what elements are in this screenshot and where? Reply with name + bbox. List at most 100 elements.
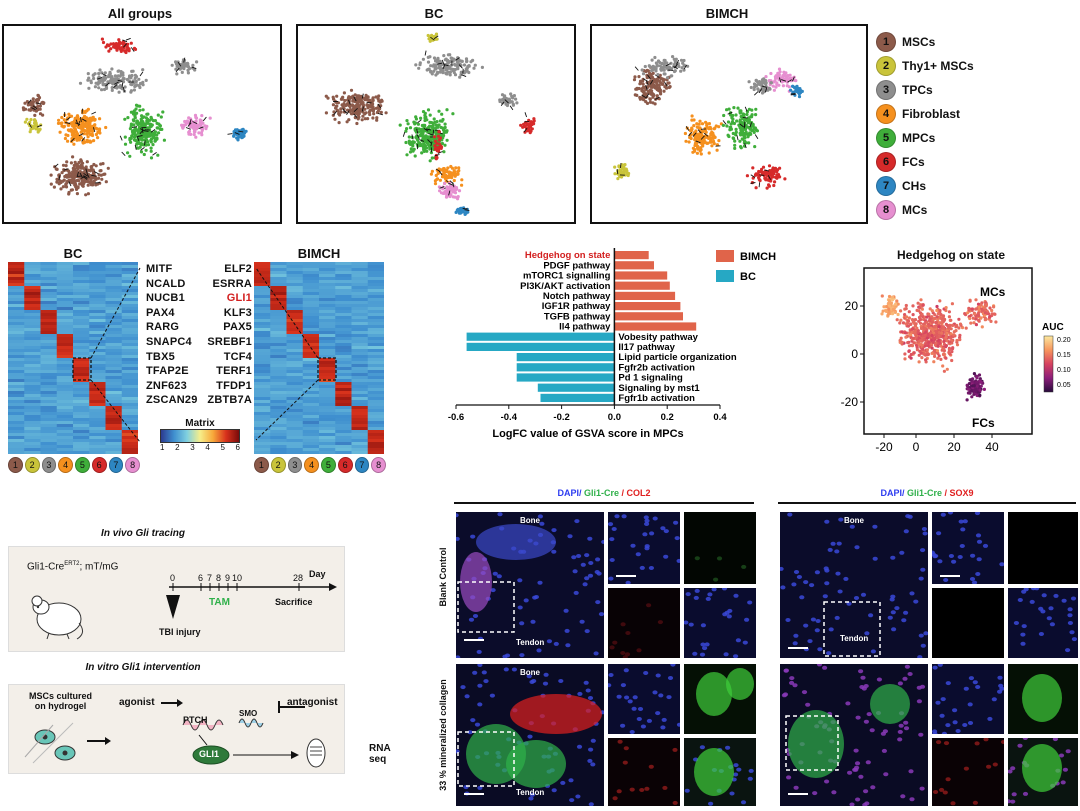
heatmap-cell — [105, 406, 123, 410]
auc-point — [885, 305, 889, 309]
legend-dot: 6 — [876, 152, 896, 172]
heatmap-cell — [286, 325, 304, 329]
cell-point — [74, 172, 78, 176]
cell-point — [730, 116, 734, 120]
timeline — [166, 583, 337, 619]
auc-point — [942, 327, 946, 331]
heatmap-cell — [286, 274, 304, 278]
heatmap-cell — [105, 295, 123, 299]
cell-point — [616, 172, 620, 176]
velocity-arrow — [645, 93, 650, 99]
velocity-arrow — [80, 176, 86, 179]
matrix-colorbar: Matrix 1 2 3 4 5 6 — [160, 418, 240, 452]
heatmap-cell — [24, 418, 41, 422]
cell-point — [656, 59, 661, 63]
heatmap-cell — [40, 319, 58, 323]
cell-point — [193, 68, 197, 72]
velocity-arrow — [150, 129, 156, 133]
auc-point — [970, 395, 974, 399]
gsva-bar — [614, 261, 654, 270]
legend-item-mscs: 1 MSCs — [876, 30, 1076, 54]
cell-culture-icon — [24, 722, 111, 764]
dapi-label: DAPI/ — [557, 488, 582, 498]
heatmap-cell — [73, 448, 90, 452]
velocity-arrow — [695, 140, 701, 144]
cell-point — [626, 173, 630, 178]
heatmap-cell — [286, 361, 304, 365]
cell-point — [23, 101, 27, 105]
cell-point — [84, 193, 88, 197]
auc-point — [994, 320, 998, 324]
velocity-arrow — [758, 88, 763, 94]
cell-point — [38, 112, 43, 116]
smo-label: SMO — [239, 709, 258, 718]
auc-point — [977, 373, 982, 377]
cell-point — [781, 75, 785, 79]
cell-point — [448, 73, 452, 77]
heatmap-cell — [24, 385, 41, 389]
auc-point — [906, 321, 910, 325]
heatmap-cell — [319, 280, 336, 284]
heatmap-cell — [73, 367, 90, 371]
heatmap-cell — [24, 289, 41, 293]
heatmap-cell — [40, 280, 58, 284]
cell-point — [72, 168, 76, 172]
heatmap-cell — [286, 397, 304, 401]
auc-point — [904, 307, 908, 311]
cell-point — [695, 151, 699, 155]
auc-point — [914, 335, 918, 339]
gsva-legend-label: BC — [740, 271, 756, 283]
heatmap-cell — [8, 322, 25, 326]
cell-point — [435, 70, 440, 74]
cell-point — [191, 63, 195, 67]
auc-point — [982, 387, 986, 391]
velocity-arrow — [673, 64, 678, 69]
cell-point — [82, 179, 86, 183]
heatmap-cell — [335, 310, 352, 314]
cell-point — [110, 67, 114, 71]
heatmap-cell — [319, 304, 336, 308]
heatmap-cell — [24, 322, 41, 326]
cell-point — [734, 113, 738, 117]
heatmap-cell — [40, 406, 58, 410]
heatmap-cell — [367, 310, 385, 314]
heatmap-cell — [56, 451, 74, 455]
auc-point — [944, 344, 948, 348]
heatmap-cell — [73, 412, 90, 416]
heatmap-cell — [8, 394, 25, 398]
heatmap-cell — [105, 388, 123, 392]
auc-point — [911, 313, 915, 317]
cell-point — [23, 120, 27, 124]
cell-point — [435, 37, 439, 41]
cell-point — [70, 133, 74, 137]
cell-point — [682, 64, 686, 68]
cell-point — [89, 179, 93, 183]
cell-point — [665, 61, 669, 65]
cell-point — [770, 171, 774, 175]
heatmap-cell — [40, 379, 58, 383]
gsva-bar — [614, 291, 676, 300]
heatmap-cell — [335, 445, 352, 449]
gsva-term-label: Signaling by mst1 — [618, 383, 700, 394]
cell-point — [74, 184, 78, 189]
heatmap-cell — [351, 433, 369, 437]
auc-point — [896, 312, 900, 317]
heatmap-cell — [319, 325, 336, 329]
velocity-arrow — [461, 74, 467, 78]
cell-point — [638, 79, 643, 83]
cell-point — [738, 110, 742, 114]
velocity-arrow — [742, 116, 748, 119]
auc-point — [963, 312, 967, 316]
cell-point — [67, 112, 71, 116]
velocity-arrow — [736, 135, 739, 141]
cell-point — [123, 117, 127, 121]
cell-point — [434, 63, 438, 67]
gene-label: TBX5 — [146, 350, 175, 363]
heatmap-cell — [254, 436, 271, 440]
velocity-arrow — [727, 111, 733, 115]
auc-point — [934, 341, 938, 345]
heatmap-cell — [270, 307, 287, 311]
nucleus — [476, 649, 482, 654]
auc-point — [960, 326, 965, 330]
cell-point — [88, 119, 92, 123]
